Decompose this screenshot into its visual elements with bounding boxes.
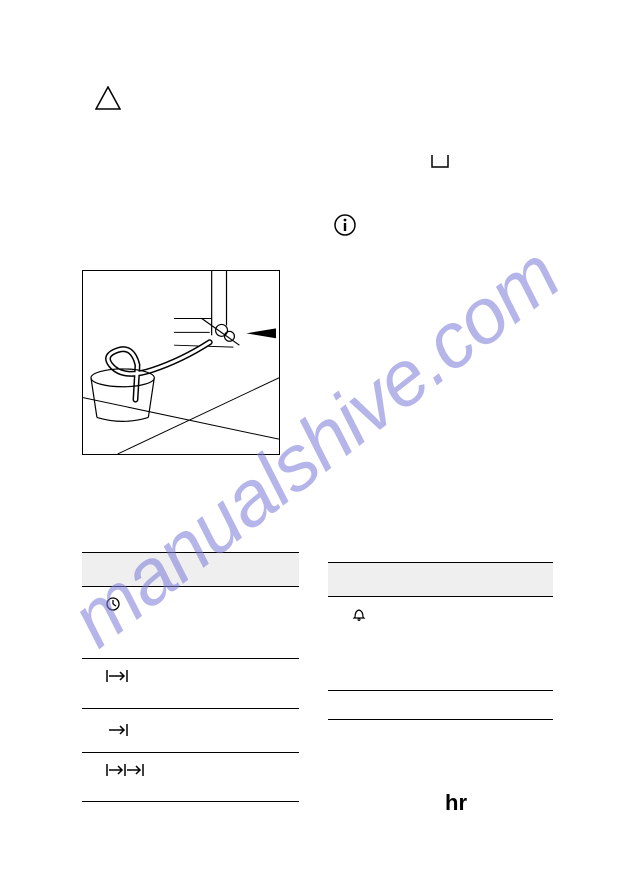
- left-table: [82, 552, 299, 802]
- hr-label: hr: [445, 790, 467, 816]
- bell-icon: [352, 608, 366, 625]
- table-row: [328, 596, 553, 690]
- right-table: [328, 562, 553, 720]
- table-header: [328, 562, 553, 596]
- table-row: [82, 752, 299, 802]
- info-icon: [334, 214, 356, 241]
- table-row: [82, 658, 299, 708]
- double-arrow-bars-icon: [106, 764, 152, 781]
- clock-icon: [106, 598, 120, 615]
- table-header: [82, 552, 299, 586]
- warning-icon: [95, 86, 121, 115]
- drain-diagram: [82, 270, 280, 455]
- manual-page: manualshive.com: [0, 0, 629, 893]
- table-row: [82, 586, 299, 658]
- bar-arrow-right-icon: [106, 724, 134, 741]
- table-row: [82, 708, 299, 752]
- open-square-icon: [431, 154, 449, 173]
- arrow-right-bar-icon: [106, 670, 134, 687]
- table-row: [328, 690, 553, 720]
